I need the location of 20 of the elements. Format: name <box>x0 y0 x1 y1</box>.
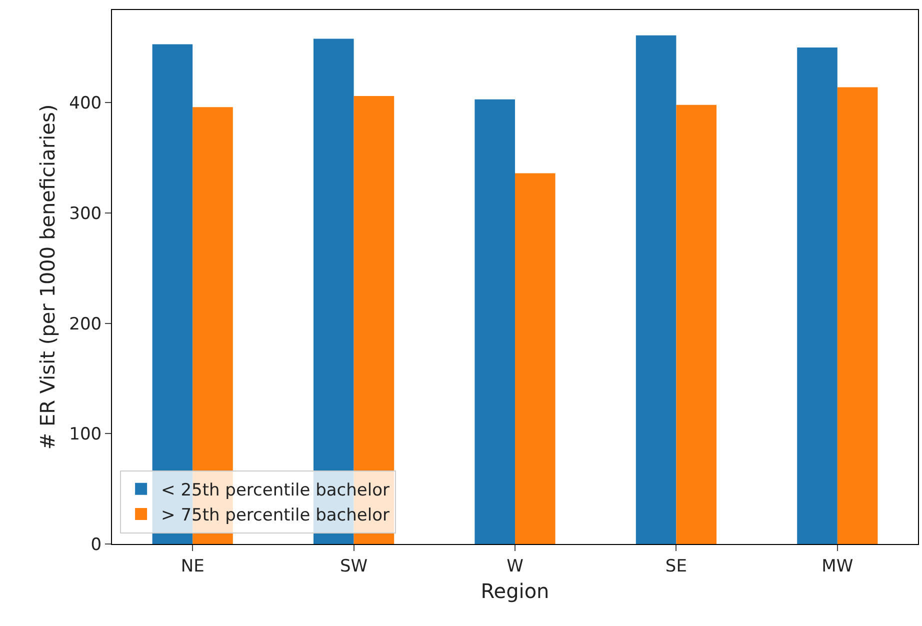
bar <box>676 104 716 544</box>
x-tick-label: SE <box>665 556 687 576</box>
x-tick-label: NE <box>180 556 204 576</box>
bar <box>797 48 838 544</box>
x-tick-label: MW <box>822 556 854 576</box>
y-tick-label: 100 <box>69 424 102 445</box>
y-tick-label: 200 <box>69 314 102 334</box>
bar <box>474 99 515 544</box>
x-tick-label: SW <box>340 556 368 576</box>
bar <box>636 35 676 544</box>
y-tick-label: 300 <box>69 204 102 224</box>
legend-label: > 75th percentile bachelor <box>161 506 390 526</box>
x-axis-title: Region <box>480 578 550 603</box>
bar <box>837 87 878 544</box>
legend-label: < 25th percentile bachelor <box>161 480 390 500</box>
y-tick-label: 0 <box>90 534 102 555</box>
x-tick-label: W <box>506 556 524 576</box>
y-axis-title: # ER Visit (per 1000 beneficiaries) <box>36 104 60 450</box>
bar <box>515 173 556 544</box>
y-tick-label: 400 <box>69 94 102 114</box>
